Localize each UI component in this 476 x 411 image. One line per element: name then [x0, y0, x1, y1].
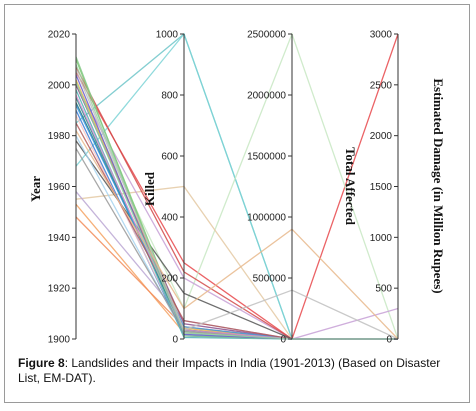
axis-title-2: Killed [142, 171, 157, 206]
tick-label: 1500000 [247, 152, 286, 163]
tick-label: 1000 [370, 233, 393, 244]
tick-label: 1920 [48, 284, 71, 295]
tick-label: 2500000 [247, 30, 286, 41]
tick-label: 1000000 [247, 213, 286, 224]
tick-label: 600 [161, 152, 178, 163]
axis-1: 1900 1920 1940 1960 1980 2000 2020 [48, 30, 77, 346]
tick-label: 0 [386, 335, 392, 346]
tick-label: 1940 [48, 233, 71, 244]
tick-label: 800 [161, 91, 178, 102]
tick-label: 0 [280, 335, 286, 346]
tick-label: 400 [161, 213, 178, 224]
tick-label: 2000 [48, 80, 71, 91]
tick-label: 1980 [48, 131, 71, 142]
tick-label: 0 [172, 335, 178, 346]
axis-2: 0 200 400 600 800 1000 [156, 30, 185, 346]
caption-text: : Landslides and their Impacts in India … [18, 356, 441, 385]
tick-label: 1960 [48, 182, 71, 193]
series-line-9 [75, 84, 399, 340]
tick-label: 1000 [156, 30, 179, 41]
tick-label: 1500 [370, 182, 393, 193]
series-line-30 [75, 82, 398, 340]
caption-label: Figure 8 [18, 356, 65, 370]
series-line-29 [75, 130, 399, 340]
axes: 1900 1920 1940 1960 1980 2000 2020 0 200 400 600 80… [28, 30, 446, 346]
tick-label: 2000000 [247, 91, 286, 102]
axis-4: 0 500 1000 1500 2000 2500 3000 [370, 30, 399, 346]
axis-3: 0 500000 1000000 1500000 2000000 2500000 [247, 30, 293, 346]
parallel-coordinates-chart: 1900 1920 1940 1960 1980 2000 2020 0 200 400 600 80… [14, 14, 454, 351]
figure-caption: Figure 8: Landslides and their Impacts i… [18, 356, 458, 386]
tick-label: 500 [375, 284, 392, 295]
tick-label: 500000 [253, 274, 287, 285]
tick-label: 2500 [370, 80, 393, 91]
series-line-8 [75, 216, 398, 340]
tick-label: 200 [161, 274, 178, 285]
tick-label: 3000 [370, 30, 393, 41]
series-line-28 [75, 69, 399, 340]
axis-title-3: Total Affected [343, 147, 358, 226]
tick-label: 2000 [370, 131, 393, 142]
axis-title-1: Year [28, 176, 43, 202]
chart-svg: 1900 1920 1940 1960 1980 2000 2020 0 200 400 600 80… [28, 30, 446, 346]
series-lines [75, 32, 399, 341]
tick-label: 1900 [48, 335, 71, 346]
tick-label: 2020 [48, 30, 71, 41]
axis-title-4: Estimated Damage (in Million Rupees) [431, 78, 446, 293]
